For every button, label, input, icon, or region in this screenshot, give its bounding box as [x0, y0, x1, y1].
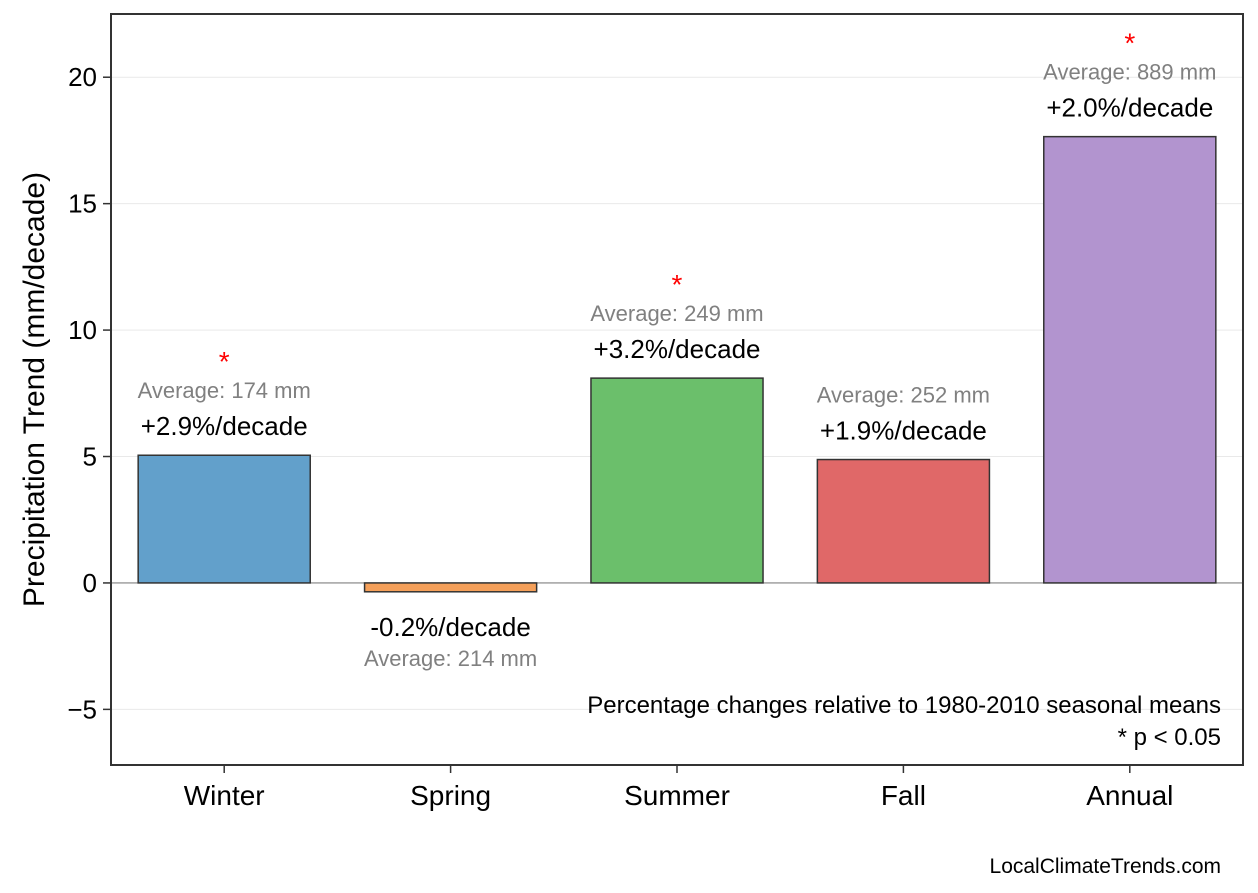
significance-marker: *: [219, 346, 230, 377]
y-tick-label: 20: [68, 62, 97, 92]
pct-label: +3.2%/decade: [594, 334, 761, 364]
avg-label: Average: 174 mm: [138, 378, 311, 403]
x-tick-label: Fall: [881, 780, 926, 811]
avg-label: Average: 249 mm: [590, 301, 763, 326]
bar-annual: [1043, 135, 1217, 584]
y-tick-label: −5: [67, 694, 97, 724]
note-significance: * p < 0.05: [1118, 724, 1221, 751]
significance-marker: *: [1124, 28, 1135, 59]
y-tick-label: 0: [83, 568, 97, 598]
x-tick-label: Spring: [410, 780, 491, 811]
y-tick-label: 15: [68, 189, 97, 219]
y-axis-label: Precipitation Trend (mm/decade): [18, 172, 51, 607]
bar-spring: [363, 582, 538, 593]
bar-summer: [590, 377, 764, 584]
y-tick-label: 10: [68, 315, 97, 345]
avg-label: Average: 252 mm: [817, 383, 990, 408]
credit-text: LocalClimateTrends.com: [990, 855, 1221, 878]
x-tick-label: Winter: [184, 780, 265, 811]
bar-winter: [137, 454, 311, 584]
avg-label: Average: 889 mm: [1043, 60, 1216, 85]
significance-marker: *: [672, 269, 683, 300]
bar-fall: [816, 458, 991, 584]
x-axis: Winter Spring Summer Fall Annual: [184, 765, 1173, 811]
pct-label: +2.0%/decade: [1046, 93, 1213, 123]
pct-label: +1.9%/decade: [820, 416, 987, 446]
bars: [137, 135, 1217, 593]
y-axis: −5 0 5 10 15 20: [67, 62, 111, 724]
pct-label: +2.9%/decade: [141, 411, 308, 441]
avg-label: Average: 214 mm: [364, 646, 537, 671]
pct-label: -0.2%/decade: [370, 612, 530, 642]
y-tick-label: 5: [83, 442, 97, 472]
note-percentage: Percentage changes relative to 1980-2010…: [587, 692, 1221, 719]
x-tick-label: Annual: [1086, 780, 1173, 811]
x-tick-label: Summer: [624, 780, 730, 811]
